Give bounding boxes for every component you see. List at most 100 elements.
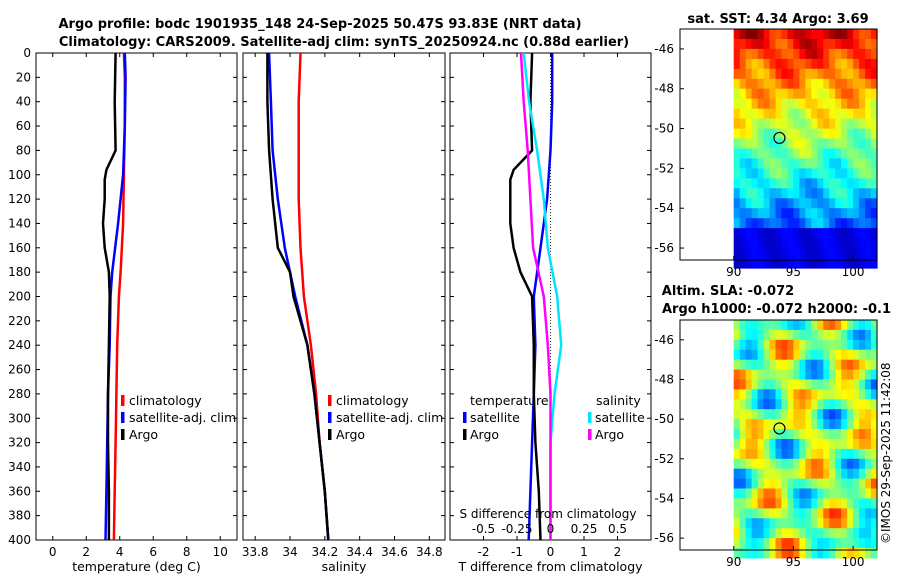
map-cell [769,98,777,110]
map-cell [829,359,836,371]
map-cell [781,488,789,499]
map-cell [739,208,747,219]
map-cell [793,158,800,169]
map-cell [793,508,800,519]
map-cell [775,148,783,160]
map-cell [757,108,765,120]
map-cell [835,349,842,361]
map-cell [799,478,806,490]
map-cell [817,78,824,90]
map-cell [805,68,812,80]
map-cell [805,78,812,90]
map-cell [787,389,795,400]
map-cell [853,148,860,160]
map-cell [733,88,741,100]
map-cell [859,448,866,460]
map-cell [751,39,759,50]
map-cell [799,48,806,60]
map-cell [823,88,830,100]
map-cell [739,118,747,130]
map-cell [865,369,872,381]
x-tick-label: 8 [183,545,191,559]
map-cell [829,508,836,519]
y-tick-label: -56 [654,531,674,545]
map-cell [859,78,866,90]
map-cell [799,468,806,480]
map-cell [829,258,836,269]
map-cell [811,538,818,549]
map-cell [781,228,789,239]
x2-axis-label: S difference from climatology [460,507,637,521]
map-cell [781,329,789,341]
map-cell [859,188,866,199]
map-cell [865,528,872,539]
map-cell [853,359,860,371]
map-cell [853,178,860,189]
map-cell [817,409,824,420]
map-cell [763,29,771,40]
map-cell [769,158,777,169]
map-cell [835,458,842,470]
map-cell [811,208,818,219]
map-cell [823,158,830,169]
map-cell [751,349,759,361]
map-cell [835,168,842,179]
map-cell [805,498,812,509]
map-cell [829,188,836,199]
map-cell [733,518,741,529]
map-cell [775,188,783,199]
map-cell [745,488,753,499]
map-cell [829,439,836,450]
map-cell [793,468,800,480]
map-cell [799,359,806,371]
map-cell [829,458,836,470]
map-cell [745,419,753,430]
map-cell [733,409,741,420]
map-cell [811,518,818,529]
map-cell [745,238,753,249]
y-tick-label: 340 [8,460,31,474]
map-cell [829,228,836,239]
map-cell [739,138,747,150]
map-cell [835,148,842,160]
map-cell [871,379,878,390]
map-cell [835,320,842,331]
map-cell [733,48,741,60]
map-cell [781,389,789,400]
map-cell [865,218,872,229]
map-cell [733,508,741,519]
map-cell [757,478,765,490]
map-cell [733,548,741,559]
map-cell [871,58,878,70]
map-cell [793,168,800,179]
map-cell [865,158,872,169]
series-line-s-argo [519,52,552,540]
map-cell [757,548,765,559]
map-cell [829,118,836,130]
map-cell [745,379,753,390]
map-cell [835,508,842,519]
map-cell [751,488,759,499]
map-cell [745,518,753,529]
map-cell [817,48,824,60]
map-cell [733,258,741,269]
map-cell [751,339,759,351]
map-cell [793,379,800,390]
map-cell [871,68,878,80]
map-cell [823,448,830,460]
map-cell [757,329,765,341]
map-cell [811,88,818,100]
map-cell [763,58,771,70]
map-cell [739,528,747,539]
map-cell [805,88,812,100]
map-cell [739,508,747,519]
map-cell [829,48,836,60]
map-cell [769,389,777,400]
map-cell [769,468,777,480]
map-cell [775,39,783,50]
map-cell [829,178,836,189]
map-cell [853,238,860,249]
x-tick-label: 33.8 [242,545,269,559]
map-cell [751,208,759,219]
map-cell [739,429,747,440]
